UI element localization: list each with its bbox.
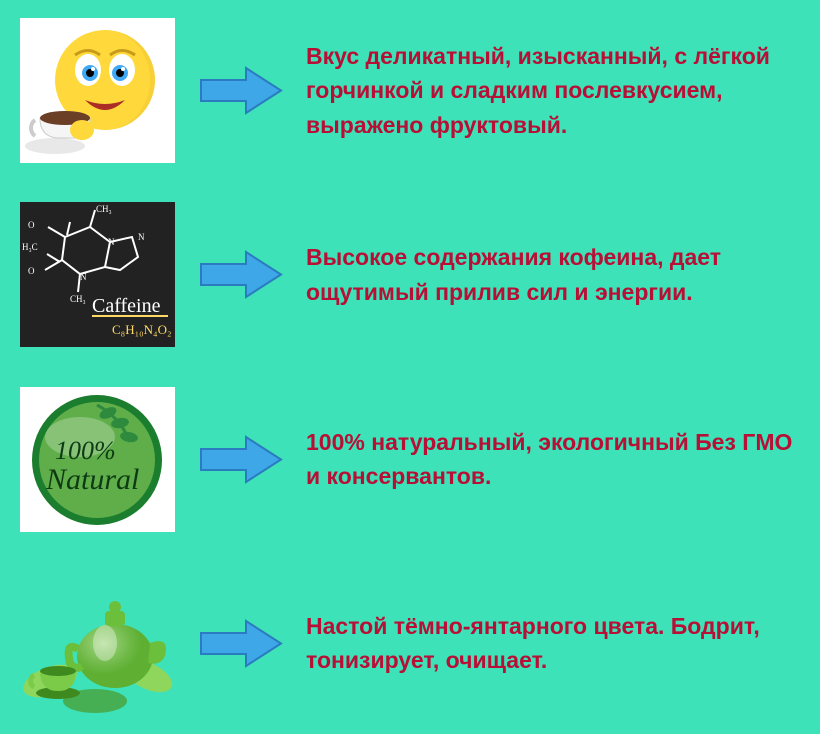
feature-row: Вкус деликатный, изысканный, с лёгкой го…: [20, 18, 800, 163]
svg-text:N: N: [108, 237, 115, 247]
feature-text: 100% натуральный, экологичный Без ГМО и …: [306, 425, 800, 494]
arrow-icon: [193, 616, 288, 671]
arrow-icon: [193, 63, 288, 118]
infographic-container: Вкус деликатный, изысканный, с лёгкой го…: [0, 0, 820, 734]
feature-row: Настой тёмно-янтарного цвета. Бодрит, то…: [20, 571, 800, 716]
svg-text:CH₃: CH₃: [70, 294, 86, 304]
svg-text:C₈H₁₀N₄O₂: C₈H₁₀N₄O₂: [112, 322, 172, 337]
svg-text:N: N: [80, 272, 87, 282]
svg-text:O: O: [28, 220, 35, 230]
svg-text:N: N: [138, 232, 145, 242]
svg-text:H₃C: H₃C: [22, 242, 38, 252]
arrow-icon: [193, 432, 288, 487]
svg-text:100%: 100%: [55, 436, 116, 465]
arrow-icon: [193, 247, 288, 302]
smiley-coffee-icon: [20, 18, 175, 163]
natural-badge-icon: 100% Natural: [20, 387, 175, 532]
svg-text:Natural: Natural: [45, 463, 139, 496]
feature-text: Высокое содержания кофеина, дает ощутимы…: [306, 240, 800, 309]
feature-row: CH₃ O O H₃C CH₃ N N N Caffeine C₈H₁₀N₄O₂…: [20, 202, 800, 347]
svg-text:O: O: [28, 266, 35, 276]
feature-row: 100% Natural 100% натуральный, экологичн…: [20, 387, 800, 532]
green-teapot-icon: [20, 571, 175, 716]
caffeine-molecule-icon: CH₃ O O H₃C CH₃ N N N Caffeine C₈H₁₀N₄O₂: [20, 202, 175, 347]
svg-text:Caffeine: Caffeine: [92, 295, 161, 317]
feature-text: Вкус деликатный, изысканный, с лёгкой го…: [306, 39, 800, 143]
svg-text:CH₃: CH₃: [96, 204, 112, 214]
feature-text: Настой тёмно-янтарного цвета. Бодрит, то…: [306, 609, 800, 678]
